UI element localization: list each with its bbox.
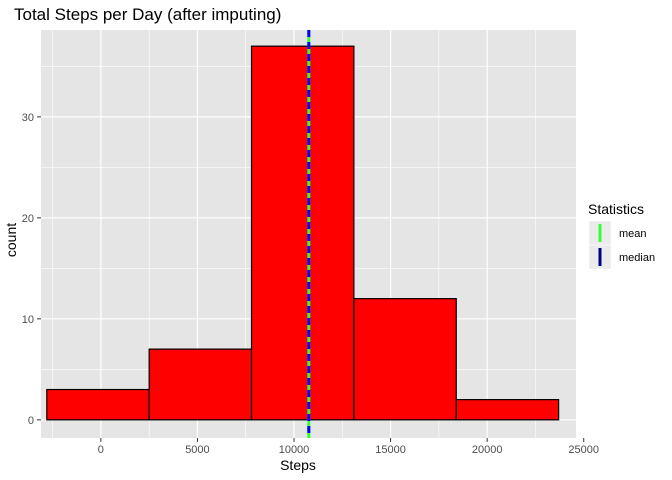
legend-label-median: median (619, 252, 655, 264)
x-tick-label: 25000 (568, 444, 599, 456)
y-tick-label: 30 (22, 112, 34, 124)
chart-title: Total Steps per Day (after imputing) (14, 5, 281, 24)
axis-layer: 0 5000 10000 15000 20000 25000 0 10 20 30 (22, 112, 599, 456)
histogram-bar-3 (250, 45, 355, 421)
x-tick-label: 10000 (279, 444, 310, 456)
x-tick-label: 0 (98, 444, 104, 456)
bars-layer (46, 45, 560, 421)
y-axis-title: count (3, 223, 19, 257)
x-tick-label: 5000 (185, 444, 209, 456)
y-tick-label: 20 (22, 213, 34, 225)
histogram-bar-1 (46, 388, 150, 421)
x-tick-label: 15000 (375, 444, 406, 456)
x-axis-title: Steps (280, 457, 316, 473)
y-tick-label: 10 (22, 314, 34, 326)
legend: Statistics mean median (588, 201, 655, 270)
x-tick-label: 20000 (472, 444, 503, 456)
histogram-bar-2 (148, 348, 253, 421)
y-tick-label: 0 (28, 415, 34, 427)
legend-label-mean: mean (619, 228, 647, 240)
histogram-bar-5 (455, 399, 560, 421)
histogram-bar-4 (353, 298, 457, 421)
legend-title: Statistics (588, 201, 644, 217)
